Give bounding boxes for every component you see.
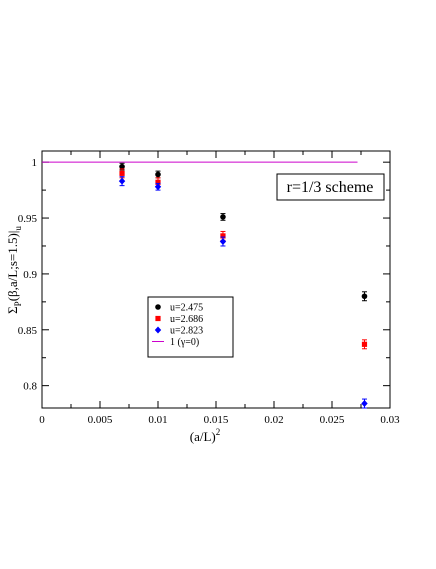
x-axis-title: (a/L)2 bbox=[190, 427, 220, 444]
data-point bbox=[219, 238, 227, 246]
y-tick-label: 1 bbox=[32, 157, 38, 169]
legend-marker bbox=[154, 326, 162, 334]
x-tick-label: 0.015 bbox=[204, 414, 229, 426]
series-u=2.823 bbox=[118, 176, 368, 409]
y-tick-label: 0.85 bbox=[18, 325, 38, 337]
legend-box bbox=[147, 296, 234, 358]
y-tick-label: 0.8 bbox=[23, 381, 37, 393]
data-point bbox=[361, 293, 368, 300]
x-tick-label: 0.025 bbox=[320, 414, 345, 426]
legend-label: 1 (γ=0) bbox=[170, 337, 199, 348]
data-point bbox=[155, 171, 161, 178]
data-point bbox=[155, 179, 161, 185]
x-tick-label: 0.005 bbox=[88, 414, 113, 426]
data-layer bbox=[42, 161, 368, 409]
axes: 0 0.005 0.01 0.015 0.02 0.025 0.03 0.8 0.85 0.9 0.… bbox=[18, 151, 400, 426]
data-point bbox=[361, 400, 368, 408]
legend-marker bbox=[155, 315, 161, 322]
y-tick-label: 0.95 bbox=[18, 213, 38, 225]
data-point bbox=[361, 341, 368, 347]
data-point bbox=[119, 163, 125, 170]
y-axis-title: ΣP(β,a/L;s=1.5)|u bbox=[5, 226, 23, 314]
data-point bbox=[119, 170, 125, 176]
x-tick-label: 0.02 bbox=[264, 414, 283, 426]
data-point bbox=[220, 233, 226, 239]
legend-label: u=2.475 bbox=[170, 303, 203, 314]
x-tick-label: 0 bbox=[39, 414, 45, 426]
scheme-annotation-text: r=1/3 scheme bbox=[287, 179, 374, 196]
legend-label: u=2.823 bbox=[170, 326, 203, 337]
data-point bbox=[220, 214, 226, 220]
series-u=2.475 bbox=[119, 162, 368, 302]
scheme-annotation-box bbox=[276, 173, 385, 201]
y-tick-label: 0.9 bbox=[23, 269, 37, 281]
x-tick-label: 0.03 bbox=[380, 414, 400, 426]
legend-marker bbox=[155, 304, 161, 310]
data-point bbox=[118, 177, 126, 185]
legend-label: u=2.686 bbox=[170, 314, 203, 325]
scheme-annotation: r=1/3 scheme bbox=[276, 173, 385, 201]
data-point bbox=[154, 183, 162, 191]
x-tick-label: 0.01 bbox=[148, 414, 167, 426]
